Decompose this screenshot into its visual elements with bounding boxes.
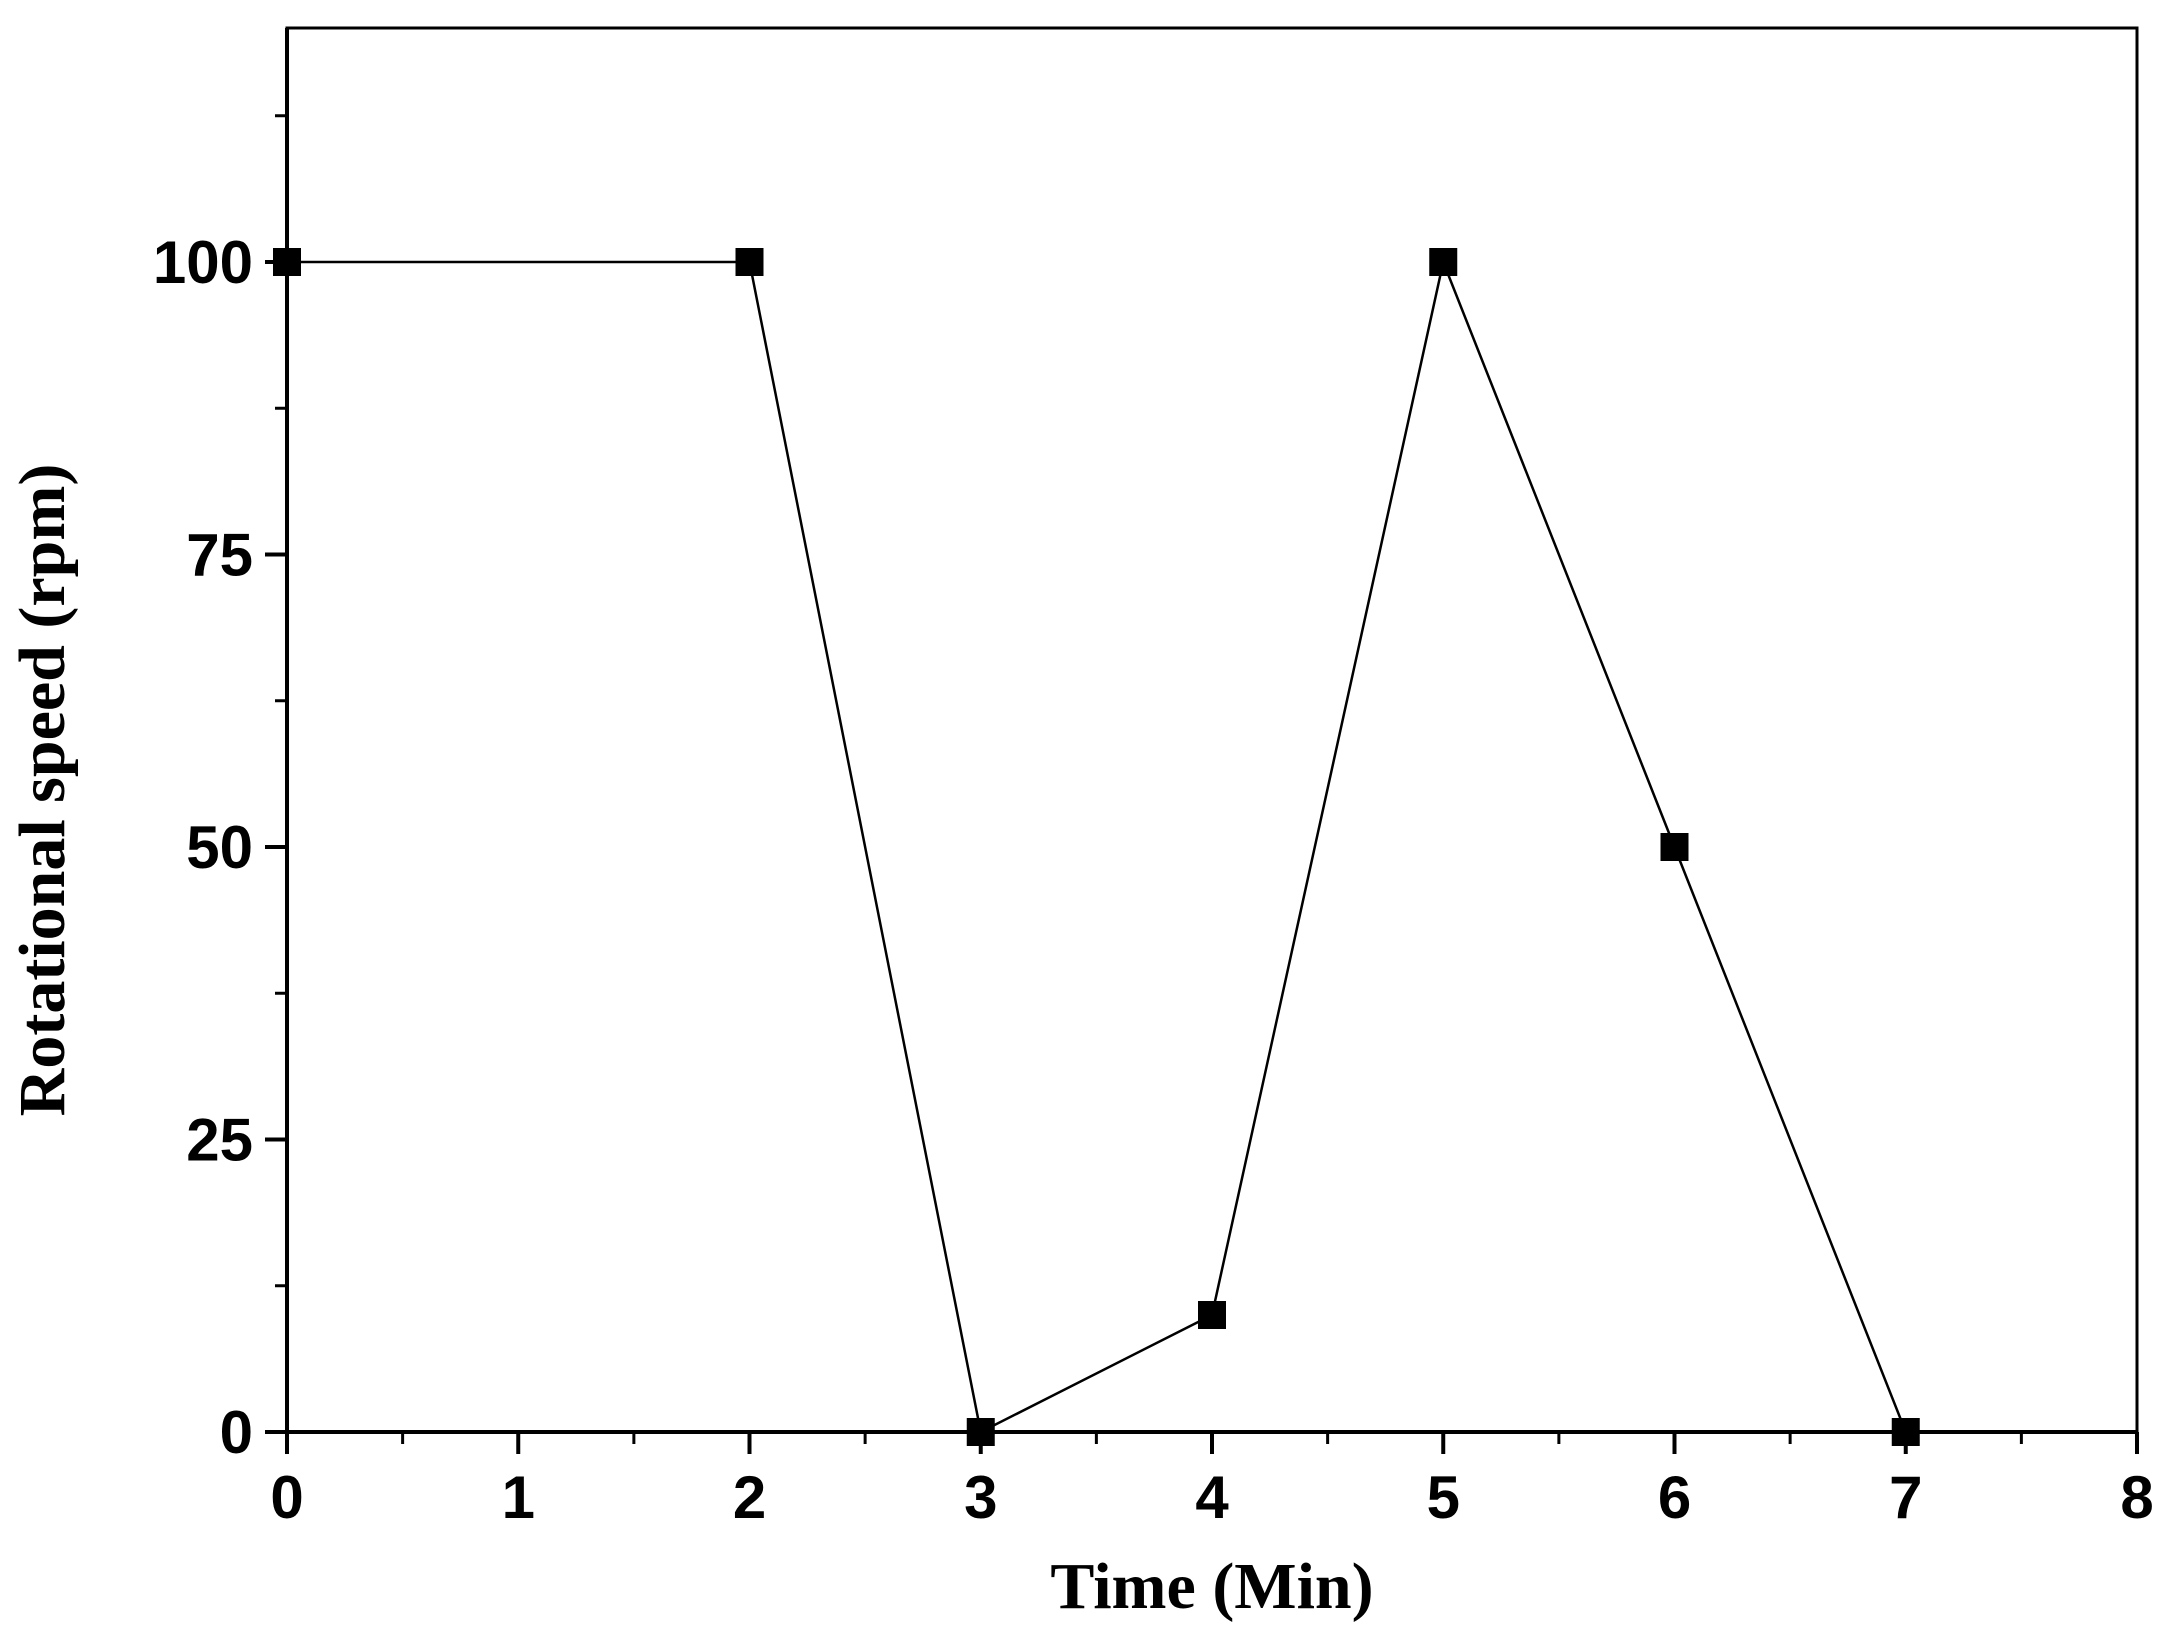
x-tick-label: 8 <box>2120 1464 2153 1531</box>
x-tick-label: 0 <box>270 1464 303 1531</box>
data-point-marker <box>735 248 764 276</box>
data-point-marker <box>273 248 301 276</box>
x-tick-label: 1 <box>502 1464 535 1531</box>
data-point-marker <box>1429 248 1458 276</box>
data-point-marker <box>966 1418 995 1446</box>
x-tick-label: 7 <box>1889 1464 1922 1531</box>
x-tick-label: 5 <box>1427 1464 1460 1531</box>
y-tick-label: 75 <box>186 522 253 589</box>
x-tick-label: 6 <box>1658 1464 1691 1531</box>
data-point-marker <box>1891 1418 1920 1446</box>
plot-frame <box>285 26 2139 1434</box>
y-axis-title: Rotational speed (rpm) <box>6 464 79 1117</box>
axes-layer <box>265 26 2139 1454</box>
labels-layer: Time (Min) Rotational speed (rpm) 0 1 2 3 4 5… <box>6 229 2154 1623</box>
data-point-marker <box>1198 1301 1226 1329</box>
y-tick-label: 25 <box>186 1107 253 1174</box>
x-tick-label: 4 <box>1195 1464 1229 1531</box>
y-tick-label: 50 <box>186 814 253 881</box>
x-tick-label: 2 <box>733 1464 766 1531</box>
x-tick-label: 3 <box>964 1464 997 1531</box>
y-tick-label: 0 <box>220 1399 253 1466</box>
x-axis-title: Time (Min) <box>1050 1550 1373 1623</box>
series-layer <box>273 248 1920 1446</box>
y-tick-label: 100 <box>153 229 253 296</box>
data-point-marker <box>1660 833 1689 861</box>
